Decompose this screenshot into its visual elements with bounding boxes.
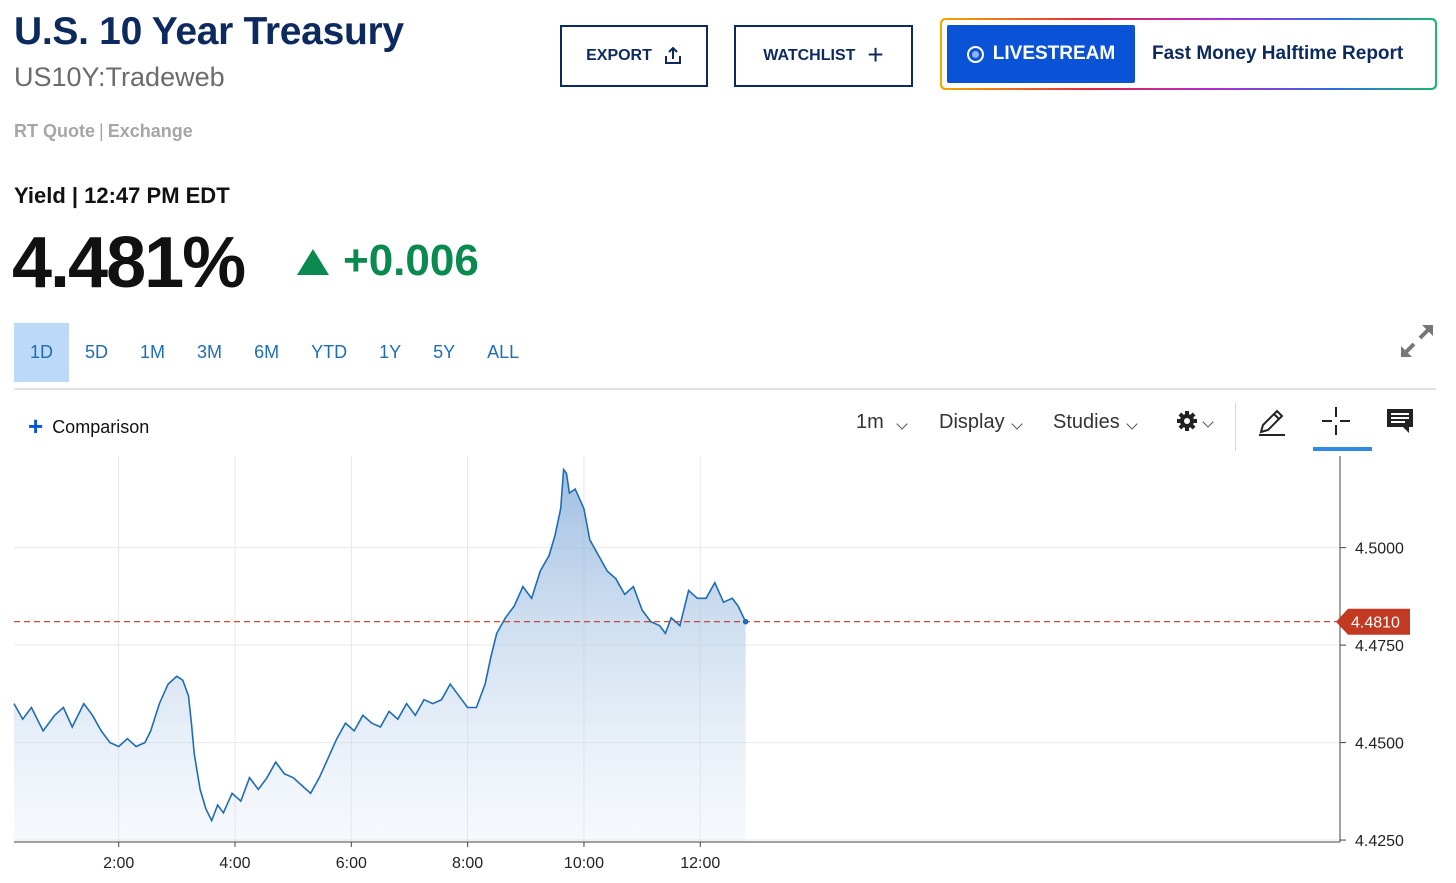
page-title: U.S. 10 Year Treasury: [14, 10, 404, 53]
range-ytd[interactable]: YTD: [311, 342, 348, 362]
current-value-label: 4.4810: [1351, 615, 1400, 632]
share-icon: [664, 47, 681, 64]
x-tick-label-4: 10:00: [564, 855, 604, 872]
x-tick-label-5: 12:00: [680, 855, 720, 872]
quote-exchange: Exchange: [107, 121, 193, 141]
active-tool-indicator: [1313, 447, 1372, 451]
livestream-banner-inner: LIVESTREAM Fast Money Halftime Report: [942, 20, 1435, 88]
chevron-down-icon: [1126, 417, 1138, 430]
comparison-button[interactable]: + Comparison: [28, 411, 150, 441]
livestream-button[interactable]: LIVESTREAM: [947, 25, 1135, 83]
current-value-tag: 4.4810: [1336, 608, 1410, 635]
pencil-icon[interactable]: [1255, 404, 1289, 438]
watchlist-label: WATCHLIST: [763, 47, 856, 64]
last-point-marker: [742, 618, 749, 625]
x-tick-label-3: 8:00: [452, 855, 483, 872]
up-arrow-icon: [297, 249, 329, 275]
yield-chart[interactable]: 2:00 4:00 6:00 8:00 10:00 12:00 4.42504.45004…: [0, 452, 1456, 883]
yield-series-line: [13, 467, 747, 823]
chevron-down-icon: [896, 417, 908, 430]
chevron-down-icon: [1010, 417, 1023, 430]
x-tick-label-0: 2:00: [103, 855, 134, 872]
range-all[interactable]: ALL: [487, 342, 520, 362]
comparison-label: Comparison: [52, 417, 150, 437]
watchlist-button[interactable]: WATCHLIST +: [734, 25, 913, 87]
range-6m[interactable]: 6M: [254, 342, 280, 362]
crosshair-icon[interactable]: [1319, 404, 1353, 438]
current-value-tag-shape: [1336, 608, 1410, 635]
price-change: +0.006: [297, 236, 479, 286]
x-tick-label-2: 6:00: [336, 855, 367, 872]
interval-label: 1m: [856, 411, 884, 433]
range-3m[interactable]: 3M: [197, 342, 223, 362]
studies-dropdown[interactable]: Studies: [1053, 411, 1138, 434]
livestream-show-link[interactable]: Fast Money Halftime Report: [1152, 43, 1404, 64]
settings-dropdown[interactable]: [1176, 410, 1214, 432]
plus-icon: +: [867, 38, 884, 70]
yield-area-fill: [14, 469, 746, 842]
quote-type: RT Quote: [14, 121, 95, 141]
quote-source: RT Quote | Exchange: [14, 121, 193, 142]
y-tick-label-0: 4.4250: [1355, 833, 1404, 850]
symbol-label: US10Y:Tradeweb: [14, 62, 225, 92]
livestream-banner: LIVESTREAM Fast Money Halftime Report: [940, 18, 1437, 90]
plus-icon: +: [28, 411, 44, 441]
range-5d[interactable]: 5D: [85, 342, 109, 362]
livestream-label: LIVESTREAM: [992, 43, 1116, 64]
comment-icon[interactable]: [1383, 404, 1417, 438]
gear-icon: [1177, 411, 1197, 431]
chevron-down-icon: [1202, 416, 1214, 428]
range-1y[interactable]: 1Y: [379, 342, 402, 362]
live-dot-icon: [966, 45, 984, 63]
studies-label: Studies: [1053, 411, 1120, 433]
interval-dropdown[interactable]: 1m: [856, 411, 908, 434]
quote-timestamp: Yield | 12:47 PM EDT: [14, 183, 230, 208]
section-divider: [14, 388, 1436, 390]
x-axis: 2:00 4:00 6:00 8:00 10:00 12:00: [103, 842, 720, 872]
y-axis: 4.4250 4.4500 4.4750 4.5000: [1340, 541, 1404, 850]
range-selector: 1D 5D 1M 3M 6M YTD 1Y 5Y ALL: [14, 323, 535, 382]
expand-icon[interactable]: [1398, 322, 1436, 360]
y-tick-label-1: 4.4500: [1355, 736, 1404, 753]
x-tick-label-1: 4:00: [219, 855, 250, 872]
export-label: EXPORT: [586, 47, 652, 64]
range-1m[interactable]: 1M: [140, 342, 166, 362]
export-button[interactable]: EXPORT: [560, 25, 708, 87]
range-5y[interactable]: 5Y: [433, 342, 456, 362]
last-price: 4.481%: [12, 223, 246, 303]
toolbar-divider: [1235, 403, 1236, 451]
range-1d[interactable]: 1D: [14, 323, 70, 382]
quote-source-separator: |: [99, 121, 104, 141]
y-tick-label-3: 4.5000: [1355, 541, 1404, 558]
display-label: Display: [939, 411, 1005, 433]
price-change-value: +0.006: [343, 236, 479, 285]
display-dropdown[interactable]: Display: [939, 411, 1023, 434]
y-tick-label-2: 4.4750: [1355, 638, 1404, 655]
